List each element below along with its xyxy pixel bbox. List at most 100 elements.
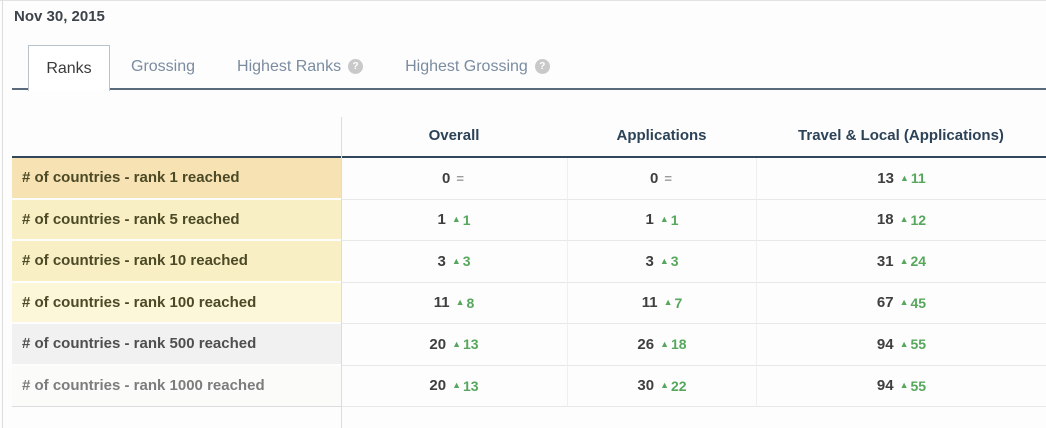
table-cell: 30 ▲ 22 [567, 365, 756, 407]
table-cell: 20 ▲ 13 [341, 366, 567, 407]
tab-highest-ranks[interactable]: Highest Ranks ? [216, 45, 384, 88]
cell-value: 11 [433, 294, 450, 312]
change-value: 3 [462, 253, 471, 270]
change-value: 8 [466, 294, 475, 311]
date-label: Nov 30, 2015 [14, 8, 105, 25]
change-value: 13 [463, 377, 479, 394]
trend-icon: ▲ [899, 214, 909, 225]
cell-value: 3 [437, 252, 446, 270]
table-cell: 31 ▲ 24 [756, 241, 1046, 283]
cell-value: 0 [442, 169, 451, 187]
cell-change: ▲ 22 [660, 378, 687, 394]
table-cell: 94 ▲ 55 [756, 324, 1046, 366]
change-value: 22 [671, 377, 687, 394]
table-cell: 11 ▲ 8 [341, 283, 567, 324]
tab-highest-ranks-label: Highest Ranks [237, 57, 342, 75]
trend-icon: = [456, 170, 464, 186]
cell-change: ▲ 3 [660, 253, 679, 269]
cell-value: 94 [876, 335, 894, 353]
change-value: 55 [910, 377, 927, 394]
top-divider [0, 0, 1046, 1]
cell-change: ▲ 24 [900, 253, 927, 269]
trend-icon: ▲ [899, 255, 909, 266]
column-header-travel-local: Travel & Local (Applications) [798, 127, 1004, 144]
cell-change: ▲ 1 [660, 212, 679, 228]
tab-highest-grossing-label: Highest Grossing [405, 57, 528, 75]
trend-icon: ▲ [899, 172, 909, 183]
table-header: Overall Applications Travel & Local (App… [12, 115, 1046, 158]
change-value: 3 [670, 253, 679, 270]
cell-change: ▲ 13 [452, 378, 479, 394]
cell-value: 11 [641, 294, 658, 312]
table-cell: 1 ▲ 1 [567, 199, 756, 241]
cell-change: = [664, 172, 674, 185]
left-divider [2, 0, 3, 428]
change-value: 1 [462, 211, 471, 228]
change-value: 11 [910, 170, 926, 187]
change-value: 18 [671, 336, 687, 353]
row-label: # of countries - rank 10 reached [12, 241, 341, 283]
row-label: # of countries - rank 500 reached [12, 324, 341, 366]
table-row: # of countries - rank 1000 reached 20 ▲ … [12, 365, 1046, 407]
row-label: # of countries - rank 1 reached [12, 158, 341, 200]
change-value: 12 [910, 211, 927, 228]
table-cell: 3 ▲ 3 [341, 241, 567, 283]
trend-icon: ▲ [660, 338, 670, 349]
tab-grossing[interactable]: Grossing [110, 45, 216, 88]
table-cell: 0 = [567, 158, 756, 200]
trend-icon: ▲ [455, 297, 465, 308]
cell-change: ▲ 11 [900, 170, 926, 186]
trend-icon: ▲ [899, 297, 909, 308]
tab-bar: Ranks Grossing Highest Ranks ? Highest G… [12, 45, 1046, 91]
cell-value: 3 [645, 252, 654, 270]
table-row: # of countries - rank 100 reached 11 ▲ 8… [12, 282, 1046, 324]
table-row: # of countries - rank 5 reached 1 ▲ 1 1 … [12, 199, 1046, 241]
table-cell: 0 = [341, 158, 567, 200]
change-value: 55 [910, 336, 927, 353]
trend-icon: ▲ [452, 338, 462, 349]
cell-change: = [456, 172, 466, 185]
cell-change: ▲ 55 [900, 378, 927, 394]
cell-change: ▲ 3 [452, 253, 471, 269]
cell-value: 18 [876, 211, 894, 229]
cell-value: 0 [650, 169, 659, 187]
label-column-divider [341, 117, 342, 428]
trend-icon: ▲ [899, 338, 909, 349]
tab-ranks[interactable]: Ranks [28, 45, 110, 91]
cell-change: ▲ 12 [900, 212, 927, 228]
trend-icon: ▲ [659, 255, 669, 266]
cell-change: ▲ 8 [456, 295, 475, 311]
table-row: # of countries - rank 500 reached 20 ▲ 1… [12, 324, 1046, 366]
trend-icon: = [664, 170, 672, 186]
table-cell: 67 ▲ 45 [756, 282, 1046, 324]
table-body: # of countries - rank 1 reached 0 = 0 = … [12, 158, 1046, 407]
column-header-applications: Applications [616, 127, 707, 144]
table-cell: 3 ▲ 3 [567, 241, 756, 283]
table-cell: 26 ▲ 18 [567, 324, 756, 366]
trend-icon: ▲ [451, 255, 461, 266]
table-row: # of countries - rank 10 reached 3 ▲ 3 3… [12, 241, 1046, 283]
change-value: 24 [910, 253, 927, 270]
table-cell: 94 ▲ 55 [756, 365, 1046, 407]
cell-change: ▲ 7 [664, 295, 683, 311]
trend-icon: ▲ [899, 380, 909, 391]
cell-value: 1 [437, 211, 446, 229]
tab-ranks-label: Ranks [46, 59, 92, 77]
cell-value: 26 [637, 335, 655, 353]
cell-change: ▲ 13 [452, 336, 479, 352]
help-icon[interactable]: ? [348, 59, 364, 74]
table-cell: 20 ▲ 13 [341, 324, 567, 366]
cell-value: 94 [876, 377, 894, 395]
tab-highest-grossing[interactable]: Highest Grossing ? [384, 45, 571, 88]
cell-value: 30 [637, 377, 655, 395]
trend-icon: ▲ [660, 380, 670, 391]
help-icon[interactable]: ? [534, 59, 550, 74]
cell-value: 67 [876, 294, 894, 312]
row-label: # of countries - rank 1000 reached [12, 365, 341, 407]
table-cell: 11 ▲ 7 [567, 282, 756, 324]
table-row: # of countries - rank 1 reached 0 = 0 = … [12, 158, 1046, 200]
cell-change: ▲ 45 [900, 295, 927, 311]
cell-value: 20 [429, 335, 447, 353]
row-label: # of countries - rank 100 reached [12, 282, 341, 324]
table-cell: 18 ▲ 12 [756, 199, 1046, 241]
